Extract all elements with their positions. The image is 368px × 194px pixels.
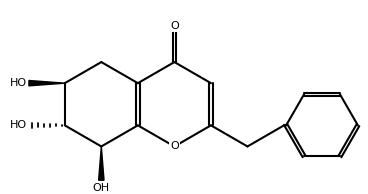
Polygon shape (99, 146, 104, 180)
Text: HO: HO (10, 78, 27, 88)
Polygon shape (29, 81, 65, 86)
Text: O: O (170, 141, 179, 152)
Text: HO: HO (10, 120, 27, 130)
Text: OH: OH (93, 183, 110, 193)
Text: O: O (170, 21, 179, 31)
